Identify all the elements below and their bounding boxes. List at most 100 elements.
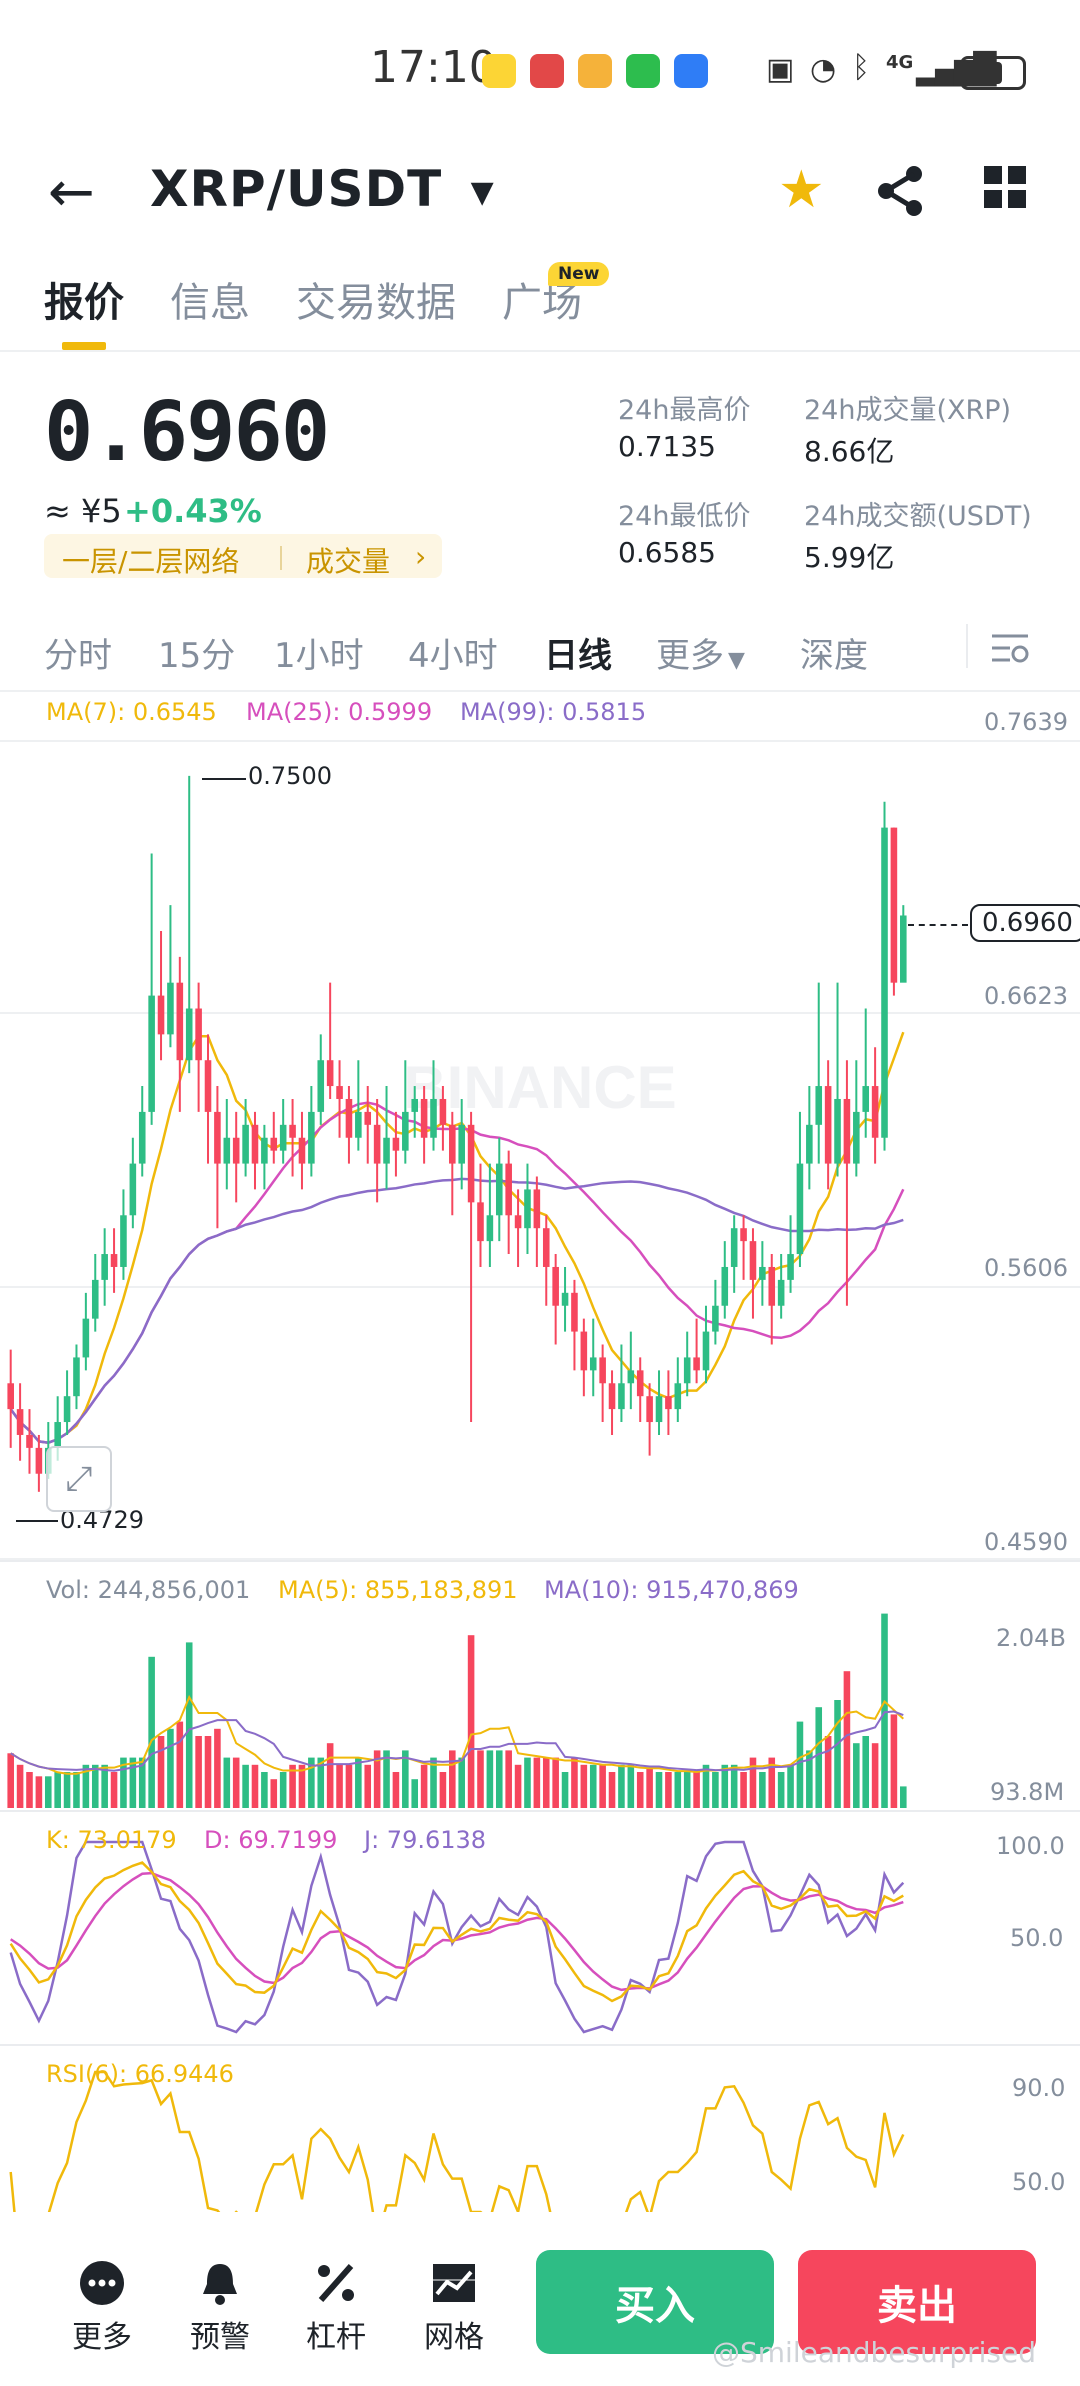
vol-ma5-line <box>10 1694 904 1775</box>
bell-icon[interactable] <box>190 2260 250 2316</box>
huawei-app-icon <box>530 54 564 88</box>
candle-body <box>580 1331 588 1371</box>
meituan-app-icon <box>482 54 516 88</box>
status-time: 17:10 <box>370 42 497 93</box>
sell-button[interactable]: 卖出 <box>798 2250 1036 2354</box>
chart-settings-icon[interactable] <box>990 628 1030 672</box>
price-axis-label: 0.6623 <box>984 982 1068 1010</box>
volume-bar <box>740 1772 747 1808</box>
volume-bar <box>693 1772 700 1808</box>
volume-bar <box>449 1750 456 1808</box>
candle-body <box>242 1124 249 1164</box>
kdj-axis-top: 100.0 <box>996 1832 1065 1860</box>
leverage-label[interactable]: 杠杆 <box>306 2320 366 2355</box>
grid-menu-icon[interactable] <box>984 166 1028 214</box>
volume-bar <box>900 1786 907 1808</box>
volume-bar <box>167 1728 174 1808</box>
vol-axis-top: 2.04B <box>996 1624 1066 1652</box>
star-icon[interactable]: ★ <box>778 160 825 220</box>
candle-body <box>54 1422 61 1448</box>
more-icon[interactable] <box>72 2260 132 2316</box>
candle-body <box>411 1098 419 1112</box>
leverage-icon[interactable] <box>306 2260 366 2316</box>
low-value: 0.6585 <box>618 536 716 569</box>
volume-bar <box>495 1750 503 1808</box>
cny-price: ≈ ¥5 <box>44 492 122 530</box>
kdj-d-label: D: 69.7199 <box>204 1826 338 1854</box>
current-price-tag[interactable]: 0.6960 <box>970 904 1080 942</box>
volume-bar <box>373 1750 381 1808</box>
rsi-axis-mid: 50.0 <box>1012 2168 1066 2196</box>
candle-body <box>120 1215 127 1267</box>
tag-bar[interactable] <box>44 534 442 578</box>
interval-1d[interactable]: 日线 <box>544 636 612 676</box>
candle-body <box>251 1124 259 1164</box>
grid-menu-svg <box>984 166 1026 208</box>
candle-body <box>655 1396 663 1423</box>
candle-body <box>542 1228 550 1267</box>
candle-body <box>129 1163 137 1216</box>
more-label[interactable]: 更多 <box>72 2320 132 2355</box>
interval-1h[interactable]: 1小时 <box>274 636 364 676</box>
interval-15m[interactable]: 15分 <box>158 636 236 676</box>
tag-grid-network[interactable]: 一层/二层网络 <box>62 545 240 578</box>
new-badge: New <box>548 262 610 286</box>
candle-body <box>439 1098 447 1125</box>
candle-body <box>730 1228 738 1267</box>
volume-bar <box>279 1772 287 1808</box>
volume-bar <box>336 1764 343 1808</box>
panel-divider <box>0 1560 1080 1562</box>
grid-line <box>0 740 1080 742</box>
candlestick-chart[interactable]: BINANCE <box>0 692 1080 2212</box>
candle-body <box>777 1279 785 1306</box>
interval-timeline[interactable]: 分时 <box>44 636 112 676</box>
interval-4h[interactable]: 4小时 <box>408 636 498 676</box>
pair-selector[interactable]: XRP/USDT ▼ <box>150 160 495 218</box>
chevron-right-icon: › <box>415 540 427 573</box>
network-label: 4G <box>886 52 914 73</box>
grid-trading-icon[interactable] <box>424 2260 484 2316</box>
expand-chart-icon[interactable]: ⤢ <box>46 1446 112 1512</box>
candle-body <box>759 1266 766 1280</box>
volume-bar <box>392 1772 400 1808</box>
volume-bar <box>176 1721 184 1808</box>
candle-body <box>627 1370 635 1384</box>
volume-bar <box>430 1757 437 1808</box>
tag-volume[interactable]: 成交量 <box>306 545 391 578</box>
buy-button[interactable]: 买入 <box>536 2250 774 2354</box>
candle-body <box>824 1086 832 1164</box>
tab-square[interactable]: 广场 <box>502 280 582 326</box>
high-value: 0.7135 <box>618 430 716 463</box>
volume-bar <box>326 1743 334 1808</box>
price-axis-label: 0.7639 <box>984 708 1068 736</box>
volume-bar <box>345 1764 353 1808</box>
low-marker-line <box>16 1520 58 1522</box>
candle-body <box>589 1357 597 1371</box>
volume-bar <box>834 1700 841 1808</box>
grid-label[interactable]: 网格 <box>424 2320 484 2355</box>
vol-axis-bottom: 93.8M <box>990 1778 1065 1806</box>
volume-bar <box>712 1772 719 1808</box>
alert-label[interactable]: 预警 <box>190 2320 250 2355</box>
volume-bar <box>185 1642 193 1808</box>
volume-bar <box>270 1779 278 1808</box>
volume-bar <box>646 1767 653 1808</box>
pair-title: XRP/USDT <box>150 160 443 218</box>
candle-body <box>683 1357 691 1384</box>
interval-depth[interactable]: 深度 <box>800 636 868 676</box>
volume-bar <box>411 1779 419 1808</box>
volume-bar <box>439 1772 447 1808</box>
share-icon[interactable] <box>874 164 928 222</box>
rsi-label: RSI(6): 66.9446 <box>46 2060 234 2088</box>
interval-more[interactable]: 更多 ▼ <box>656 628 745 677</box>
tab-info[interactable]: 信息 <box>170 280 250 326</box>
volume-bar <box>195 1736 202 1808</box>
tab-trading-data[interactable]: 交易数据 <box>296 280 456 326</box>
volume-bar <box>683 1772 691 1808</box>
back-arrow-icon[interactable]: ← <box>48 160 95 225</box>
tab-quote[interactable]: 报价 <box>44 280 124 326</box>
volume-bar <box>54 1772 61 1808</box>
volume-bar <box>552 1757 559 1808</box>
candle-body <box>223 1137 231 1164</box>
volume-bar <box>364 1764 372 1808</box>
